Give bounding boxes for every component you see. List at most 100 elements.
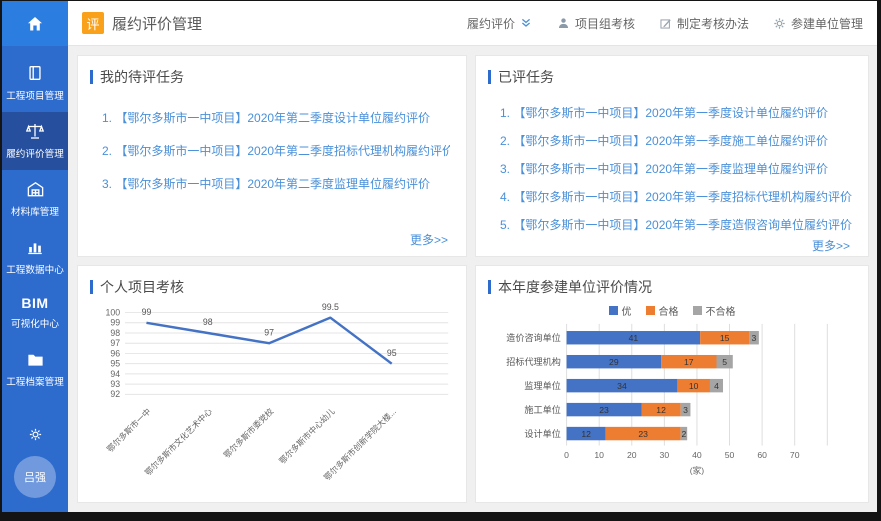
svg-text:40: 40 [692,450,702,460]
svg-text:设计单位: 设计单位 [524,428,560,439]
stacked-bar-chart: 0 10 20 30 40 50 60 70 造价咨询单位 41 15 3 招标代理机构 29 17 5 监理单… [488,320,856,494]
sidebar-item-label: 材料库管理 [11,207,59,218]
panel-personal-assessment: 个人项目考核 100 99 98 97 96 95 94 93 92 99 98 97 99.5 95 鄂尔… [77,265,467,503]
task-link[interactable]: 4. 【鄂尔多斯市一中项目】2020年第一季度招标代理机构履约评价 [500,190,853,204]
task-link[interactable]: 1. 【鄂尔多斯市一中项目】2020年第二季度设计单位履约评价 [102,111,431,125]
svg-text:10: 10 [689,381,699,391]
header-menu-label: 参建单位管理 [790,16,863,31]
svg-text:鄂尔多斯市一中: 鄂尔多斯市一中 [105,406,153,454]
legend-item: 优 [608,303,632,318]
svg-text:93: 93 [110,379,120,389]
sidebar-item-material-lib[interactable]: 材料库管理 [2,170,68,228]
svg-text:监理单位: 监理单位 [524,380,560,391]
sidebar-item-bim-center[interactable]: BIM 可视化中心 [2,286,68,340]
title-bar-accent [90,280,93,294]
legend-label: 优 [621,307,632,318]
legend-label: 合格 [658,307,679,318]
page-header: 评 履约评价管理 履约评价 项目组考核 制定考核办法 参建单位管理 [68,1,877,46]
header-menu-make-assess-method[interactable]: 制定考核办法 [659,15,749,32]
svg-text:3: 3 [683,405,688,415]
svg-text:60: 60 [757,450,767,460]
panel-head: 我的待评任务 [90,67,454,87]
sidebar-item-project-mgmt[interactable]: 工程项目管理 [2,54,68,112]
svg-text:99: 99 [142,307,152,317]
dashboard-grid: 我的待评任务 1. 【鄂尔多斯市一中项目】2020年第二季度设计单位履约评价 2.… [68,46,877,512]
svg-text:10: 10 [594,450,604,460]
header-menu-performance-eval[interactable]: 履约评价 [467,15,533,32]
svg-text:12: 12 [656,405,666,415]
header-menu-unit-mgmt[interactable]: 参建单位管理 [773,15,863,32]
panel-title: 本年度参建单位评价情况 [498,279,652,295]
svg-text:17: 17 [684,357,694,367]
title-bar-accent [488,280,491,294]
svg-text:95: 95 [387,348,397,358]
legend-swatch [645,306,655,315]
avatar-text: 吕强 [24,472,46,484]
user-avatar[interactable]: 吕强 [14,456,56,498]
sidebar-item-label: 工程项目管理 [6,91,64,102]
task-link[interactable]: 3. 【鄂尔多斯市一中项目】2020年第一季度监理单位履约评价 [500,162,829,176]
panel-head: 本年度参建单位评价情况 [488,277,856,297]
svg-text:100: 100 [106,307,121,317]
svg-text:鄂尔多斯市创新学院大楼...: 鄂尔多斯市创新学院大楼... [322,406,398,482]
title-bar-accent [90,70,93,84]
bim-text-icon: BIM [21,295,49,311]
pending-task-list: 1. 【鄂尔多斯市一中项目】2020年第二季度设计单位履约评价 2. 【鄂尔多斯市… [90,87,454,192]
panel-evaluated-tasks: 已评任务 1. 【鄂尔多斯市一中项目】2020年第一季度设计单位履约评价 2. 【… [475,55,870,257]
svg-text:41: 41 [629,333,639,343]
sidebar-item-data-center[interactable]: 工程数据中心 [2,228,68,286]
svg-text:鄂尔多斯市中心幼儿: 鄂尔多斯市中心幼儿 [277,406,337,466]
scales-icon [25,121,45,141]
gear-icon [773,16,787,30]
sidebar-item-performance-eval[interactable]: 履约评价管理 [2,112,68,170]
header-menu-label: 履约评价 [466,16,515,31]
sidebar-item-home[interactable] [2,1,68,46]
task-link[interactable]: 5. 【鄂尔多斯市一中项目】2020年第一季度造假咨询单位履约评价 [500,218,853,232]
task-link[interactable]: 1. 【鄂尔多斯市一中项目】2020年第一季度设计单位履约评价 [500,106,829,120]
svg-text:23: 23 [599,405,609,415]
svg-text:94: 94 [110,369,120,379]
settings-button[interactable] [2,418,68,450]
sidebar: 工程项目管理履约评价管理材料库管理工程数据中心 BIM 可视化中心工程档案管理 吕强 [2,1,68,512]
panel-unit-evaluation: 本年度参建单位评价情况 优 合格 不合格 0 10 20 30 40 50 60 70 造价咨询单位… [475,265,870,503]
svg-text:4: 4 [714,381,719,391]
warehouse-icon [25,179,45,199]
sidebar-item-label: 工程档案管理 [6,377,64,388]
module-badge: 评 [82,12,104,34]
panel-head: 个人项目考核 [90,277,454,297]
title-bar-accent [488,70,491,84]
panel-title: 已评任务 [498,69,554,85]
pending-more-link[interactable]: 更多>> [409,233,448,247]
svg-text:3: 3 [752,333,757,343]
svg-text:96: 96 [110,348,120,358]
svg-text:99: 99 [110,318,120,328]
chevrons-down-icon [519,16,533,30]
header-menu-label: 项目组考核 [574,16,635,31]
bar-chart-legend: 优 合格 不合格 [488,303,856,318]
folder-icon [25,349,45,369]
svg-text:15: 15 [720,333,730,343]
page-title: 履约评价管理 [112,15,203,33]
sidebar-item-archives[interactable]: 工程档案管理 [2,340,68,398]
task-link[interactable]: 3. 【鄂尔多斯市一中项目】2020年第二季度监理单位履约评价 [102,177,431,191]
legend-swatch [692,306,702,315]
home-icon [25,14,45,34]
svg-text:(家): (家) [690,464,704,475]
panel-title: 个人项目考核 [100,279,184,295]
task-link[interactable]: 2. 【鄂尔多斯市一中项目】2020年第一季度施工单位履约评价 [500,134,829,148]
svg-text:92: 92 [110,389,120,399]
gear-icon [25,424,45,444]
svg-text:23: 23 [638,429,648,439]
panel-head: 已评任务 [488,67,856,87]
header-menu-label: 制定考核办法 [676,16,749,31]
task-link[interactable]: 2. 【鄂尔多斯市一中项目】2020年第二季度招标代理机构履约评价 [102,144,450,158]
evaluated-more-link[interactable]: 更多>> [812,239,851,253]
svg-text:鄂尔多斯市委党校: 鄂尔多斯市委党校 [222,406,276,460]
sidebar-item-label: 工程数据中心 [6,265,64,276]
line-chart: 100 99 98 97 96 95 94 93 92 99 98 97 99.5 95 鄂尔多斯市一中 鄂尔… [90,297,454,494]
header-menu-project-group-assess[interactable]: 项目组考核 [557,15,635,32]
svg-text:施工单位: 施工单位 [524,404,560,415]
svg-text:34: 34 [617,381,627,391]
svg-text:0: 0 [564,450,569,460]
legend-item: 合格 [645,303,679,318]
